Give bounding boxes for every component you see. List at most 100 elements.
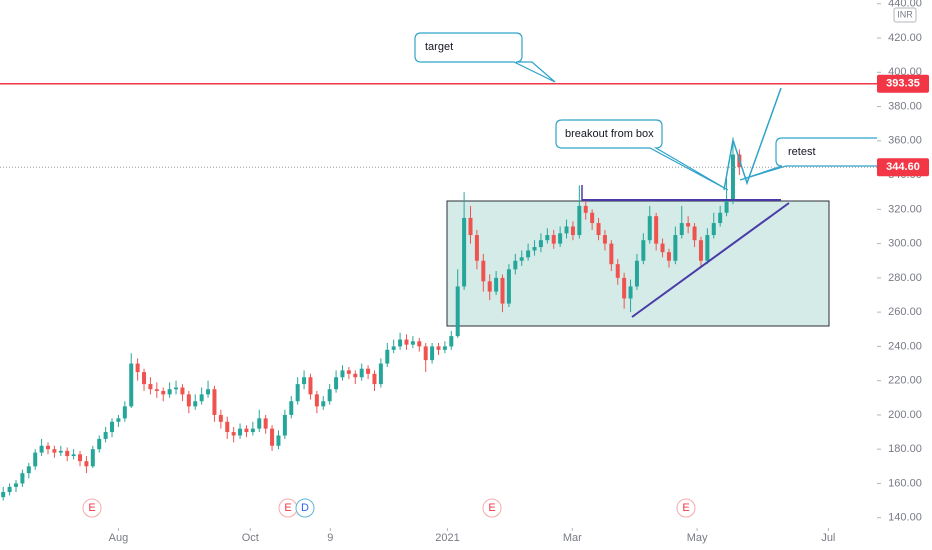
candle-body bbox=[52, 449, 57, 453]
y-tick-label: 180.00 bbox=[888, 443, 922, 455]
candle-body bbox=[154, 389, 159, 391]
y-tick-label: 300.00 bbox=[888, 238, 922, 250]
candle-body bbox=[122, 406, 127, 419]
y-tick-label: 320.00 bbox=[888, 203, 922, 215]
candle-body bbox=[545, 235, 550, 241]
candle-body bbox=[609, 243, 614, 265]
event-label: E bbox=[88, 502, 95, 514]
candle-body bbox=[334, 377, 339, 390]
candle-body bbox=[346, 370, 351, 374]
candle-body bbox=[583, 205, 588, 213]
events: E E D E E bbox=[82, 498, 696, 518]
candle-body bbox=[494, 277, 499, 292]
candle-body bbox=[449, 336, 454, 347]
candle-body bbox=[110, 421, 115, 433]
candle-body bbox=[417, 341, 422, 347]
candle-body bbox=[263, 418, 268, 429]
x-tick-label: Mar bbox=[563, 532, 582, 544]
candle-body bbox=[724, 200, 729, 213]
y-tick-label: 280.00 bbox=[888, 272, 922, 284]
candle-body bbox=[570, 226, 575, 236]
y-tick-label: 440.00 bbox=[888, 0, 922, 10]
candle-body bbox=[270, 428, 275, 446]
x-tick-label: May bbox=[687, 532, 708, 544]
event-label: D bbox=[301, 502, 309, 514]
candle-body bbox=[647, 216, 652, 241]
candle-body bbox=[596, 223, 601, 236]
x-tick-label: Aug bbox=[109, 532, 129, 544]
candle-body bbox=[730, 154, 735, 201]
candle-body bbox=[634, 260, 639, 287]
candle-body bbox=[692, 226, 697, 241]
candle-body bbox=[519, 257, 524, 261]
candle-body bbox=[462, 217, 467, 287]
candle-body bbox=[468, 217, 473, 236]
path-projection bbox=[723, 87, 782, 191]
candle-body bbox=[436, 346, 441, 350]
y-tick-label: 380.00 bbox=[888, 100, 922, 112]
candle-body bbox=[199, 394, 204, 402]
candle-body bbox=[366, 368, 371, 374]
event-marker[interactable] bbox=[676, 498, 696, 518]
candle-body bbox=[250, 428, 255, 433]
candle-body bbox=[577, 205, 582, 236]
candle-body bbox=[558, 233, 563, 244]
candle-body bbox=[372, 373, 377, 385]
candle-body bbox=[481, 260, 486, 282]
candle-body bbox=[276, 435, 281, 446]
candle-body bbox=[174, 387, 179, 390]
target-callout bbox=[414, 32, 556, 83]
candle-body bbox=[314, 394, 319, 407]
candle-body bbox=[628, 286, 633, 299]
candle-body bbox=[353, 373, 358, 378]
candle-body bbox=[238, 428, 243, 436]
candle-body bbox=[116, 418, 121, 422]
last-price-tag bbox=[877, 158, 929, 177]
x-tick-label: Jul bbox=[821, 532, 835, 544]
candle-body bbox=[180, 387, 185, 395]
candle-body bbox=[14, 483, 19, 487]
event-marker[interactable] bbox=[295, 498, 315, 518]
breakout-callout bbox=[555, 119, 729, 191]
candle-body bbox=[7, 486, 12, 493]
candle-body bbox=[718, 212, 723, 224]
y-tick-label: 260.00 bbox=[888, 306, 922, 318]
candle-body bbox=[513, 260, 518, 270]
candle-body bbox=[590, 212, 595, 224]
candle-body bbox=[295, 384, 300, 402]
price-line-tag bbox=[877, 74, 929, 93]
candle-body bbox=[327, 389, 332, 402]
candle-body bbox=[487, 281, 492, 292]
candle-body bbox=[615, 264, 620, 278]
event-marker[interactable] bbox=[482, 498, 502, 518]
candle-body bbox=[78, 454, 83, 462]
candle-body bbox=[129, 363, 134, 407]
candle-body bbox=[206, 389, 211, 395]
candle-body bbox=[39, 445, 44, 453]
candle-body bbox=[442, 346, 447, 350]
candle-body bbox=[340, 370, 345, 378]
y-tick-label: 360.00 bbox=[888, 135, 922, 147]
trend-line bbox=[631, 202, 790, 318]
x-tick-label: 9 bbox=[327, 532, 333, 544]
candles bbox=[1, 137, 742, 501]
candle-body bbox=[321, 401, 326, 407]
annotation: target bbox=[425, 41, 453, 53]
candle-body bbox=[148, 384, 153, 390]
y-tick-label: 420.00 bbox=[888, 32, 922, 44]
candle-body bbox=[302, 377, 307, 385]
candle-body bbox=[622, 277, 627, 299]
candle-body bbox=[423, 346, 428, 361]
candle-body bbox=[244, 428, 249, 433]
annotation: breakout from box bbox=[565, 128, 654, 140]
candle-body bbox=[58, 450, 63, 453]
candle-body bbox=[65, 450, 70, 457]
event-marker[interactable] bbox=[82, 498, 102, 518]
candle-body bbox=[71, 454, 76, 457]
candle-body bbox=[90, 449, 95, 467]
candle-body bbox=[654, 216, 659, 244]
candle-body bbox=[455, 286, 460, 337]
candle-body bbox=[705, 235, 710, 261]
candle-body bbox=[532, 247, 537, 251]
